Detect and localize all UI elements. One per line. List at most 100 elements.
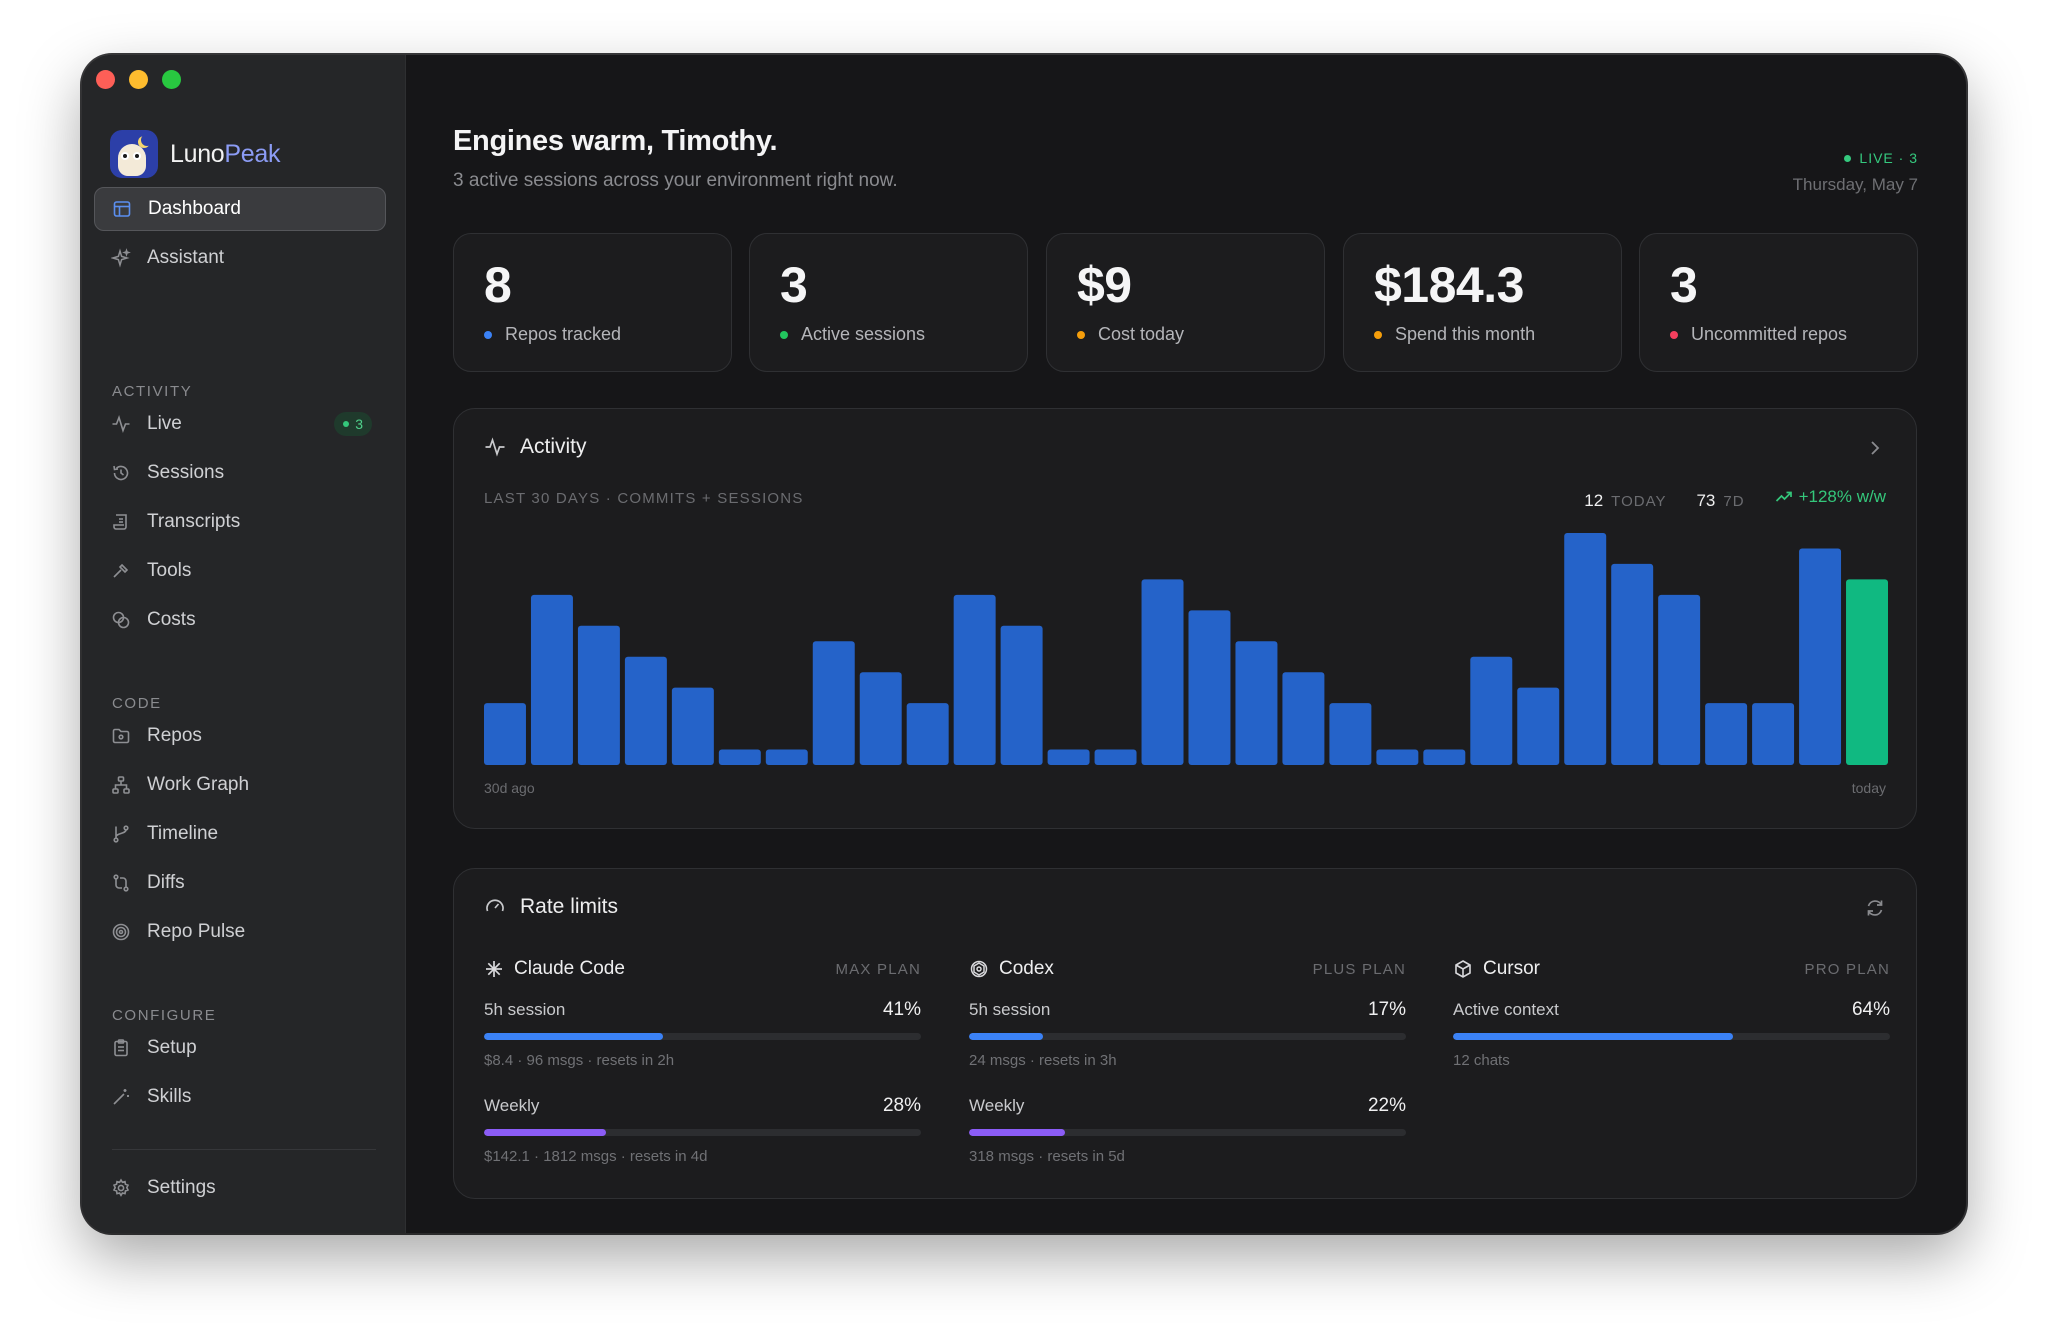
chart-bar[interactable] — [1564, 533, 1607, 765]
plan-label: PLUS PLAN — [1312, 960, 1406, 978]
chart-bar[interactable] — [1000, 625, 1043, 765]
limit-weekly: Weekly 22% 318 msgs · resets in 5d — [969, 1095, 1406, 1165]
chart-bar[interactable] — [906, 703, 949, 765]
brand[interactable]: LunoPeak — [110, 130, 281, 178]
plan-label: PRO PLAN — [1804, 960, 1890, 978]
week-unit: 7D — [1723, 493, 1745, 510]
sidebar-item-repo-pulse[interactable]: Repo Pulse — [94, 910, 386, 954]
chart-bar[interactable] — [1658, 594, 1701, 765]
stat-value: $184.3 — [1374, 257, 1524, 313]
chart-bar[interactable] — [1282, 672, 1325, 765]
close-window-button[interactable] — [96, 70, 115, 89]
chart-bar[interactable] — [1752, 703, 1795, 765]
stat-value: 3 — [780, 257, 808, 313]
main-content: Engines warm, Timothy. 3 active sessions… — [406, 55, 1966, 1233]
status-dot-icon — [780, 330, 788, 339]
chart-bar[interactable] — [1470, 656, 1513, 765]
pulse-icon — [485, 437, 505, 457]
zoom-window-button[interactable] — [162, 70, 181, 89]
chart-bar[interactable] — [765, 749, 808, 765]
chart-bar[interactable] — [1094, 749, 1137, 765]
stat-card-uncommitted-repos[interactable]: 3 Uncommitted repos — [1639, 233, 1918, 372]
sidebar-item-skills[interactable]: Skills — [94, 1075, 386, 1119]
sidebar-item-diffs[interactable]: Diffs — [94, 861, 386, 905]
provider-name: Codex — [969, 958, 1054, 980]
sidebar-item-setup[interactable]: Setup — [94, 1026, 386, 1070]
stat-label: Uncommitted repos — [1670, 324, 1847, 345]
progress-bar — [969, 1033, 1406, 1040]
layout-icon — [112, 199, 132, 219]
chart-bar[interactable] — [1376, 749, 1419, 765]
magic-wand-icon — [111, 1087, 131, 1107]
stat-label: Repos tracked — [484, 324, 621, 345]
sidebar-item-sessions[interactable]: Sessions — [94, 451, 386, 495]
chart-bar[interactable] — [1329, 703, 1372, 765]
chart-bar[interactable] — [1188, 610, 1231, 765]
gauge-icon — [486, 899, 504, 912]
status-dot-icon — [1077, 330, 1085, 339]
plan-label: MAX PLAN — [835, 960, 921, 978]
limit-weekly: Weekly 28% $142.1 · 1812 msgs · resets in… — [484, 1095, 921, 1165]
chart-bar[interactable] — [1141, 579, 1184, 765]
sidebar-item-label: Settings — [147, 1177, 216, 1198]
sidebar-item-label: Diffs — [147, 872, 185, 893]
owl-logo-icon — [110, 130, 158, 178]
chart-bar[interactable] — [1846, 579, 1888, 765]
sidebar-item-label: Work Graph — [147, 774, 250, 795]
radar-icon — [111, 922, 131, 942]
sidebar-item-assistant[interactable]: Assistant — [94, 236, 386, 280]
sidebar-item-costs[interactable]: Costs — [94, 598, 386, 642]
chart-bar[interactable] — [1517, 687, 1560, 765]
sidebar-item-live[interactable]: Live 3 — [94, 402, 386, 446]
progress-bar — [1453, 1033, 1890, 1040]
sidebar-item-repos[interactable]: Repos — [94, 714, 386, 758]
chart-bar[interactable] — [718, 749, 761, 765]
chart-bar[interactable] — [812, 641, 855, 765]
chart-bar[interactable] — [484, 703, 526, 765]
live-indicator[interactable]: LIVE · 3 — [1844, 150, 1918, 166]
refresh-icon[interactable] — [1864, 897, 1886, 919]
sidebar-item-work-graph[interactable]: Work Graph — [94, 763, 386, 807]
sidebar-item-label: Repos — [147, 725, 202, 746]
minimize-window-button[interactable] — [129, 70, 148, 89]
limit-active-context: Active context 64% 12 chats — [1453, 999, 1890, 1069]
chart-bar[interactable] — [530, 594, 573, 765]
today-unit: TODAY — [1611, 493, 1667, 510]
sidebar-item-timeline[interactable]: Timeline — [94, 812, 386, 856]
status-dot-icon — [484, 330, 492, 339]
activity-bar-chart — [484, 533, 1888, 765]
sidebar-item-settings[interactable]: Settings — [94, 1166, 386, 1210]
history-icon — [111, 463, 131, 483]
current-date: Thursday, May 7 — [1792, 175, 1918, 194]
chart-bar[interactable] — [1047, 749, 1090, 765]
folder-git-icon — [111, 726, 131, 746]
stat-card-repos-tracked[interactable]: 8 Repos tracked — [453, 233, 732, 372]
chart-bar[interactable] — [624, 656, 667, 765]
sidebar-item-tools[interactable]: Tools — [94, 549, 386, 593]
chevron-right-icon[interactable] — [1864, 437, 1886, 459]
chart-bar[interactable] — [1611, 563, 1654, 765]
sidebar-item-label: Dashboard — [148, 198, 241, 219]
page-subtitle: 3 active sessions across your environmen… — [453, 170, 898, 191]
chart-bar[interactable] — [859, 672, 902, 765]
sidebar-item-label: Setup — [147, 1037, 197, 1058]
chart-bar[interactable] — [1423, 749, 1466, 765]
chart-bar[interactable] — [577, 625, 620, 765]
today-count: 12 — [1584, 491, 1604, 510]
stat-card-active-sessions[interactable]: 3 Active sessions — [749, 233, 1028, 372]
stat-card-cost-today[interactable]: $9 Cost today — [1046, 233, 1325, 372]
chart-bar[interactable] — [1799, 548, 1842, 765]
chart-bar[interactable] — [1705, 703, 1748, 765]
stat-card-spend-month[interactable]: $184.3 Spend this month — [1343, 233, 1622, 372]
pulse-icon — [111, 414, 131, 434]
stat-label: Spend this month — [1374, 324, 1535, 345]
chart-bar[interactable] — [671, 687, 714, 765]
progress-bar — [484, 1129, 921, 1136]
chart-bar[interactable] — [953, 594, 996, 765]
chart-bar[interactable] — [1235, 641, 1278, 765]
asterisk-icon — [486, 961, 502, 977]
sidebar-item-label: Assistant — [147, 247, 225, 268]
sidebar-item-dashboard[interactable]: Dashboard — [94, 187, 386, 231]
sidebar-item-transcripts[interactable]: Transcripts — [94, 500, 386, 544]
sidebar: LunoPeak OVERVIEW Dashboard Assistant AC… — [82, 55, 406, 1233]
